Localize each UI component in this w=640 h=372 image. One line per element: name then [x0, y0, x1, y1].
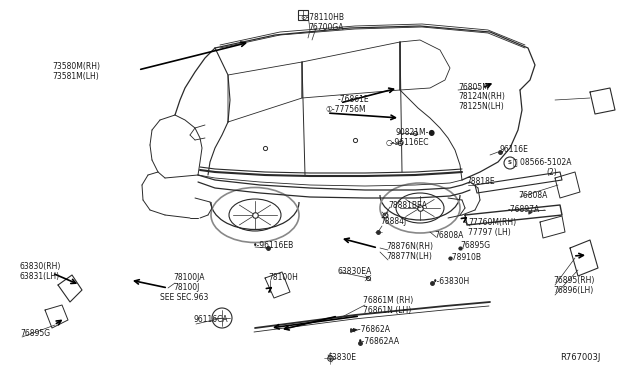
- Text: 76808A: 76808A: [434, 231, 463, 241]
- Text: SEE SEC.963: SEE SEC.963: [160, 294, 209, 302]
- Text: 78125N(LH): 78125N(LH): [458, 103, 504, 112]
- Text: 76861N (LH): 76861N (LH): [363, 305, 412, 314]
- Text: 78818E: 78818E: [466, 177, 495, 186]
- Text: 63830E: 63830E: [328, 353, 357, 362]
- Text: •-76862AA: •-76862AA: [358, 337, 400, 346]
- Text: 90821M-●: 90821M-●: [396, 128, 436, 137]
- Text: 78877N(LH): 78877N(LH): [386, 253, 432, 262]
- Text: (2): (2): [546, 167, 557, 176]
- Text: ①-77756M: ①-77756M: [325, 105, 365, 113]
- Text: 76896(LH): 76896(LH): [553, 285, 593, 295]
- Text: ►-76862A: ►-76862A: [353, 324, 391, 334]
- Text: Ⓢ 08566-5102A: Ⓢ 08566-5102A: [513, 157, 572, 167]
- Text: -78910B: -78910B: [450, 253, 482, 262]
- Text: 76700GA: 76700GA: [308, 22, 344, 32]
- Text: ○-96116EC: ○-96116EC: [386, 138, 429, 147]
- Text: 77760M(RH): 77760M(RH): [468, 218, 516, 228]
- Text: 96116E: 96116E: [500, 145, 529, 154]
- Text: 73581M(LH): 73581M(LH): [52, 73, 99, 81]
- Text: 78876N(RH): 78876N(RH): [386, 243, 433, 251]
- Text: 76805M: 76805M: [458, 83, 489, 92]
- Text: 76895G: 76895G: [20, 328, 50, 337]
- Text: 76895(RH): 76895(RH): [553, 276, 595, 285]
- Text: 78881BEA: 78881BEA: [388, 202, 427, 211]
- Text: 76808A: 76808A: [518, 192, 547, 201]
- Text: 63830(RH): 63830(RH): [20, 263, 61, 272]
- Text: 78100JA: 78100JA: [173, 273, 205, 282]
- Text: 76861M (RH): 76861M (RH): [363, 295, 413, 305]
- Text: 96116CA: 96116CA: [194, 315, 228, 324]
- Text: 78100J: 78100J: [173, 283, 200, 292]
- Text: 78884J: 78884J: [380, 218, 406, 227]
- Text: 78100H: 78100H: [268, 273, 298, 282]
- Text: 76895G: 76895G: [460, 241, 490, 250]
- Text: 78124N(RH): 78124N(RH): [458, 93, 505, 102]
- Text: ⊙-78110HB: ⊙-78110HB: [300, 13, 344, 22]
- Text: -76897A: -76897A: [508, 205, 540, 214]
- Bar: [298, 10, 308, 20]
- Text: 77797 (LH): 77797 (LH): [468, 228, 511, 237]
- Text: •-96116EB: •-96116EB: [253, 241, 294, 250]
- Text: •-63830H: •-63830H: [433, 276, 470, 285]
- Text: 73580M(RH): 73580M(RH): [52, 62, 100, 71]
- Text: 63831(LH): 63831(LH): [20, 273, 60, 282]
- Text: R767003J: R767003J: [560, 353, 600, 362]
- Text: -76861E: -76861E: [338, 94, 370, 103]
- Text: 63830EA: 63830EA: [338, 266, 372, 276]
- Text: S: S: [508, 160, 512, 166]
